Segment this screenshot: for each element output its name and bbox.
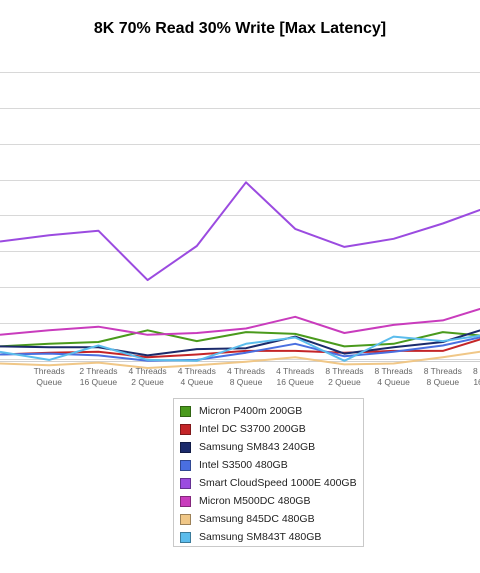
x-tick-label: 8 Threads 4 Queue [375,366,413,387]
legend-label: Samsung 845DC 480GB [199,513,315,525]
legend-label: Samsung SM843 240GB [199,441,316,453]
legend-label: Micron M500DC 480GB [199,495,311,507]
legend: Micron P400m 200GB Intel DC S3700 200GB Sa… [173,398,364,547]
legend-item: Micron P400m 200GB [174,402,363,420]
legend-swatch [180,441,191,453]
series-lines [0,181,480,369]
legend-label: Smart CloudSpeed 1000E 400GB [199,477,357,489]
legend-item: Intel DC S3700 200GB [174,420,363,438]
x-tick-label: 4 Threads 16 Queue [276,366,314,387]
legend-swatch [180,459,191,471]
legend-item: Samsung 845DC 480GB [174,510,363,528]
legend-swatch [180,531,191,543]
legend-swatch [180,513,191,525]
x-tick-label: 8 Threads 2 Queue [325,366,363,387]
legend-swatch [180,495,191,507]
x-tick-label: 2 Threads 16 Queue [79,366,117,387]
legend-item: Smart CloudSpeed 1000E 400GB [174,474,363,492]
gridlines [0,72,480,360]
legend-label: Micron P400m 200GB [199,405,303,417]
x-tick-label: 4 Threads 4 Queue [178,366,216,387]
legend-item: Micron M500DC 480GB [174,492,363,510]
series-line-7 [0,334,480,362]
legend-label: Intel S3500 480GB [199,459,288,471]
chart-title: 8K 70% Read 30% Write [Max Latency] [93,20,387,37]
legend-item: Samsung SM843 240GB [174,438,363,456]
x-tick-label: 8 Threads 8 Queue [424,366,462,387]
x-tick-label: 4 Threads 2 Queue [129,366,167,387]
legend-swatch [180,423,191,435]
legend-item: Samsung SM843T 480GB [174,528,363,546]
series-line-3 [0,336,480,362]
series-line-1 [0,338,480,359]
legend-label: Samsung SM843T 480GB [199,531,322,543]
x-tick-labels: Threads Queue 2 Threads 16 Queue 4 Threads 2 … [34,366,480,387]
series-line-0 [0,329,480,348]
legend-label: Intel DC S3700 200GB [199,423,306,435]
series-line-4 [0,181,480,282]
series-line-5 [0,307,480,336]
legend-swatch [180,477,191,489]
series-line-6 [0,350,480,369]
x-tick-label: Threads Queue [34,366,65,387]
legend-item: Intel S3500 480GB [174,456,363,474]
x-tick-label: 4 Threads 8 Queue [227,366,265,387]
legend-swatch [180,405,191,417]
